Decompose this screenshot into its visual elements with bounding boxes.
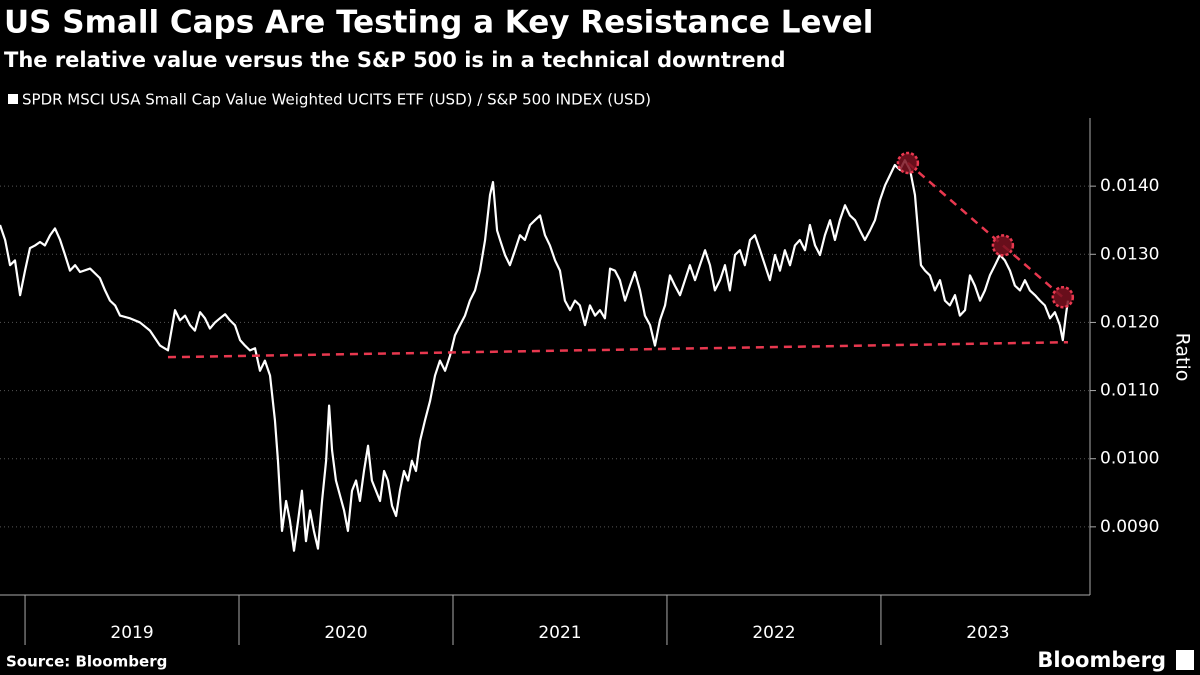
chart-subtitle: The relative value versus the S&P 500 is…	[4, 48, 786, 72]
legend-label: SPDR MSCI USA Small Cap Value Weighted U…	[22, 91, 651, 109]
trend-line	[167, 340, 1068, 359]
x-tick-label: 2019	[110, 623, 153, 643]
x-tick-label: 2022	[752, 623, 795, 643]
y-axis-title: Ratio	[1172, 333, 1194, 382]
highlight-marker	[896, 151, 920, 175]
y-tick-label: 0.0120	[1100, 312, 1159, 332]
y-tick-label: 0.0140	[1100, 176, 1159, 196]
highlight-marker	[991, 234, 1015, 257]
x-tick-label: 2020	[324, 623, 367, 643]
y-tick-label: 0.0090	[1100, 517, 1159, 537]
x-tick-label: 2021	[538, 623, 581, 643]
x-tick-label: 2023	[966, 623, 1009, 643]
source: Source: Bloomberg	[6, 653, 167, 671]
brand: Bloomberg	[1037, 648, 1166, 672]
chart-title: US Small Caps Are Testing a Key Resistan…	[4, 5, 873, 41]
highlight-marker	[1051, 285, 1075, 309]
brand-icon	[1176, 650, 1194, 670]
y-tick-label: 0.0130	[1100, 244, 1159, 264]
legend-swatch	[8, 94, 18, 104]
y-tick-label: 0.0110	[1100, 381, 1159, 401]
y-tick-label: 0.0100	[1100, 449, 1159, 469]
